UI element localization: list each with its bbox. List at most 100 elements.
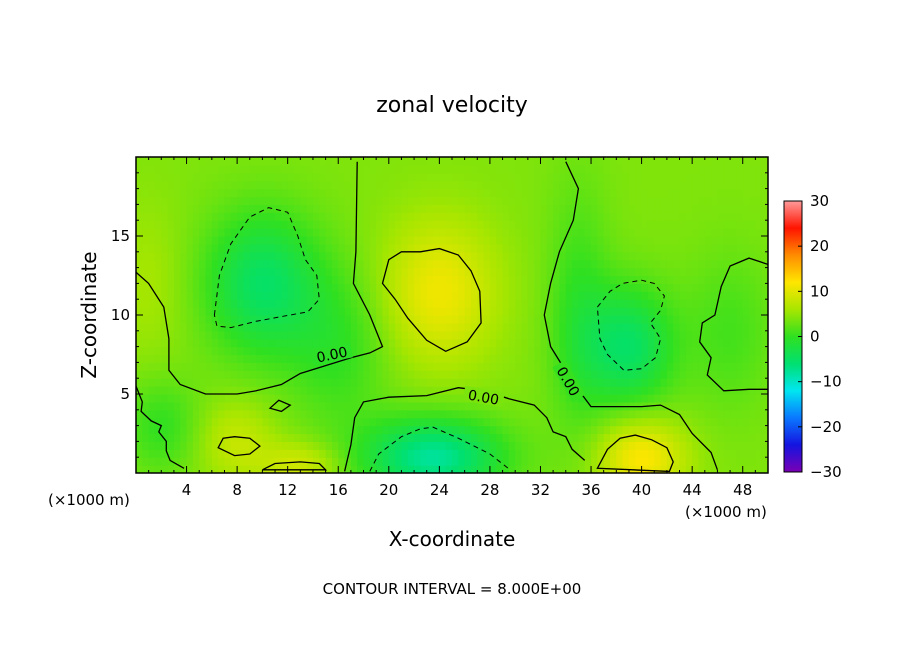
field-cell — [161, 180, 169, 190]
field-cell — [344, 441, 352, 450]
field-cell — [357, 441, 365, 450]
field-cell — [237, 465, 245, 473]
field-cell — [515, 299, 523, 308]
field-cell — [452, 401, 459, 411]
field-cell — [331, 180, 339, 190]
field-cell — [654, 251, 662, 261]
field-cell — [470, 417, 478, 427]
field-cell — [527, 346, 535, 356]
field-cell — [319, 164, 327, 174]
field-cell — [439, 433, 447, 442]
field-cell — [452, 243, 459, 253]
field-cell — [515, 212, 523, 221]
field-cell — [350, 362, 358, 371]
field-cell — [426, 370, 434, 379]
field-cell — [496, 188, 504, 198]
field-cell — [477, 204, 485, 213]
field-cell — [136, 251, 143, 261]
field-cell — [692, 275, 700, 284]
field-cell — [167, 236, 175, 245]
field-cell — [591, 157, 598, 166]
field-cell — [230, 370, 238, 379]
field-cell — [553, 299, 561, 308]
field-cell — [622, 346, 630, 356]
field-cell — [136, 291, 143, 300]
field-cell — [578, 188, 586, 198]
field-cell — [306, 212, 314, 221]
field-cell — [312, 157, 320, 166]
field-cell — [470, 322, 478, 332]
field-cell — [224, 441, 232, 450]
field-cell — [578, 196, 586, 205]
field-cell — [660, 370, 668, 379]
velocity-field — [136, 157, 768, 473]
field-cell — [287, 275, 295, 284]
field-cell — [161, 362, 169, 371]
field-cell — [199, 346, 207, 356]
field-cell — [521, 394, 529, 403]
field-cell — [572, 243, 579, 253]
field-cell — [692, 346, 700, 356]
field-cell — [306, 401, 314, 411]
field-cell — [483, 425, 491, 435]
field-cell — [199, 441, 207, 450]
field-cell — [433, 283, 440, 292]
field-cell — [717, 457, 725, 466]
field-cell — [363, 180, 371, 190]
field-cell — [685, 307, 693, 316]
field-cell — [502, 338, 510, 348]
field-cell — [723, 457, 731, 466]
field-cell — [622, 457, 630, 466]
field-cell — [167, 172, 175, 182]
field-cell — [496, 449, 504, 458]
field-cell — [489, 370, 497, 379]
field-cell — [224, 394, 232, 403]
field-cell — [496, 338, 504, 348]
field-cell — [357, 275, 365, 284]
field-cell — [294, 354, 301, 363]
field-cell — [673, 465, 681, 473]
field-cell — [477, 243, 485, 253]
field-cell — [294, 417, 301, 427]
field-cell — [331, 394, 339, 403]
field-cell — [622, 228, 630, 237]
field-cell — [660, 354, 668, 363]
field-cell — [268, 425, 276, 435]
field-cell — [268, 457, 276, 466]
field-cell — [742, 362, 750, 371]
field-cell — [755, 204, 763, 213]
field-cell — [565, 251, 573, 261]
field-cell — [515, 394, 523, 403]
field-cell — [458, 449, 466, 458]
field-cell — [256, 220, 263, 229]
field-cell — [357, 394, 365, 403]
field-cell — [294, 267, 301, 277]
field-cell — [470, 299, 478, 308]
field-cell — [312, 164, 320, 174]
field-cell — [445, 188, 453, 198]
field-cell — [218, 164, 226, 174]
field-cell — [275, 449, 282, 458]
field-cell — [433, 401, 440, 411]
field-cell — [685, 243, 693, 253]
field-cell — [136, 180, 143, 190]
field-cell — [173, 394, 181, 403]
field-cell — [439, 441, 447, 450]
field-cell — [635, 299, 643, 308]
field-cell — [483, 164, 491, 174]
field-cell — [180, 164, 188, 174]
field-cell — [350, 441, 358, 450]
field-cell — [199, 330, 207, 340]
field-cell — [647, 188, 655, 198]
field-cell — [395, 322, 403, 332]
field-cell — [730, 157, 737, 166]
field-cell — [369, 433, 377, 442]
field-cell — [357, 370, 365, 379]
field-cell — [742, 236, 750, 245]
field-cell — [698, 196, 706, 205]
field-cell — [730, 322, 737, 332]
field-cell — [730, 330, 737, 340]
field-cell — [496, 212, 504, 221]
field-cell — [376, 354, 384, 363]
field-cell — [325, 425, 333, 435]
